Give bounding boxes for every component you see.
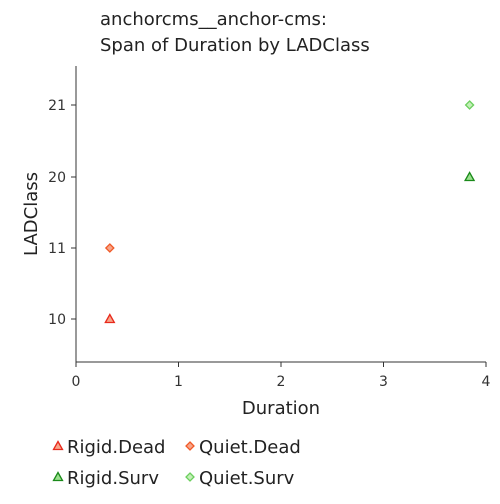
data-point-rigid-surv	[463, 171, 476, 182]
legend-marker-quiet-dead	[185, 441, 195, 451]
legend-label: Quiet.Dead	[199, 437, 301, 458]
x-axis-label: Duration	[242, 398, 320, 419]
legend-marker-rigid-dead	[52, 440, 64, 451]
x-tick-label: 0	[72, 374, 81, 390]
legend-marker-quiet-surv	[185, 472, 195, 482]
x-ticks: 0 1 2 3 4	[72, 362, 491, 390]
y-axis-label: LADClass	[21, 172, 42, 256]
x-tick-label: 1	[174, 374, 183, 390]
data-points	[104, 100, 476, 324]
legend-label: Rigid.Dead	[67, 437, 165, 458]
legend-label: Quiet.Surv	[199, 468, 295, 489]
data-point-quiet-surv	[464, 100, 475, 110]
legend-marker-rigid-surv	[52, 471, 64, 482]
chart-title-line-1: anchorcms__anchor-cms:	[100, 9, 327, 30]
y-tick-label: 10	[48, 312, 66, 328]
chart-title-line-2: Span of Duration by LADClass	[100, 35, 370, 56]
legend: Rigid.Dead Quiet.Dead Rigid.Surv Quiet.Surv	[52, 437, 301, 489]
x-tick-label: 4	[482, 374, 491, 390]
y-tick-label: 20	[48, 170, 66, 186]
x-tick-label: 3	[379, 374, 388, 390]
x-tick-label: 2	[277, 374, 286, 390]
legend-label: Rigid.Surv	[67, 468, 159, 489]
y-ticks: 10 11 20 21	[48, 98, 76, 328]
y-tick-label: 21	[48, 98, 66, 114]
data-point-quiet-dead	[104, 243, 115, 253]
y-tick-label: 11	[48, 241, 66, 257]
data-point-rigid-dead	[104, 313, 116, 324]
